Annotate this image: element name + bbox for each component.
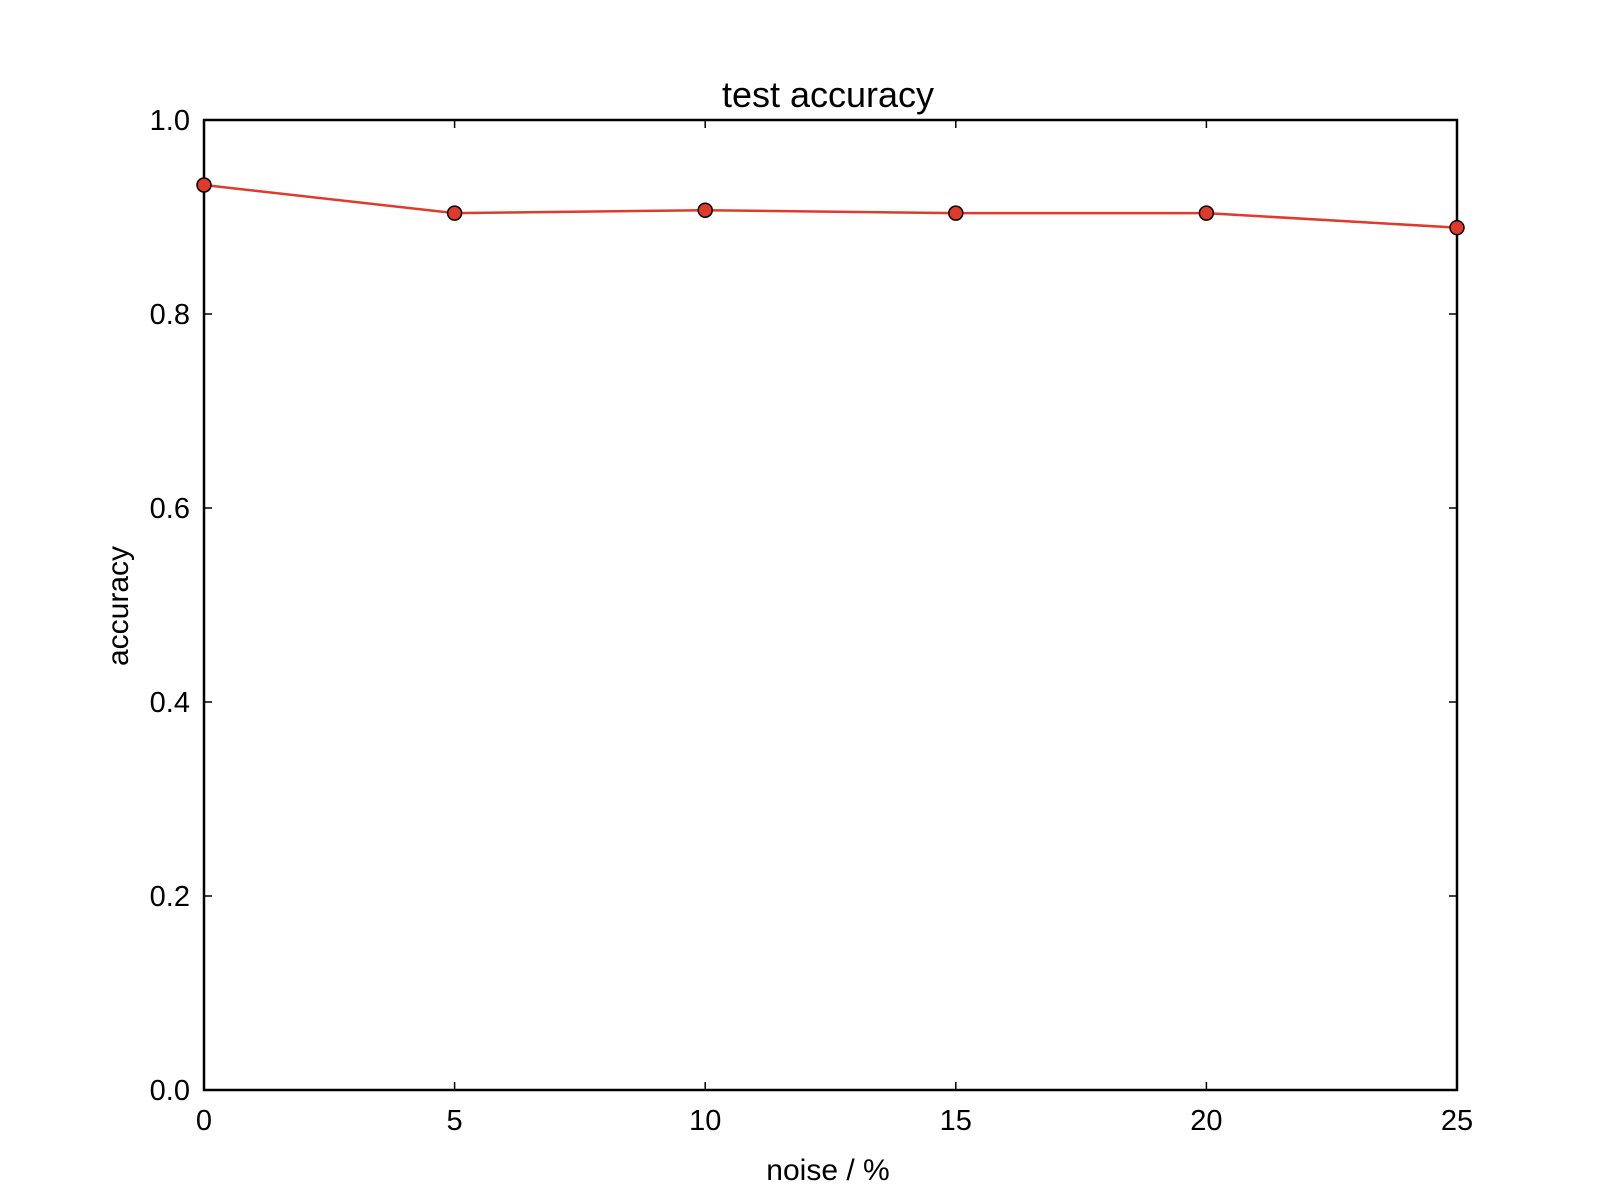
x-tick-label: 25 — [1441, 1105, 1473, 1137]
chart-title: test accuracy — [722, 74, 934, 115]
data-point — [697, 202, 713, 218]
y-tick-label: 0.2 — [150, 881, 190, 913]
data-series — [196, 177, 1465, 236]
y-tick-label: 0.6 — [150, 493, 190, 525]
data-point — [196, 177, 212, 193]
x-axis-label: noise / % — [766, 1154, 889, 1187]
y-tick-label: 0.8 — [150, 299, 190, 331]
data-point — [1198, 205, 1215, 221]
plot-frame — [202, 118, 1459, 1092]
series-line — [203, 183, 1458, 229]
data-point — [948, 205, 964, 221]
y-tick-label: 0.4 — [150, 687, 190, 719]
y-tick-label: 0.0 — [150, 1075, 190, 1107]
x-tick-label: 20 — [1190, 1105, 1222, 1137]
y-tick-label: 1.0 — [150, 105, 190, 137]
x-tick-label: 0 — [196, 1105, 212, 1137]
tick-labels: 0 5 10 15 20 25 0.0 0.2 0.4 0.6 0.8 1.0 — [150, 105, 1473, 1137]
x-tick-label: 5 — [447, 1105, 463, 1137]
plot-area — [202, 118, 1459, 1092]
x-tick-label: 10 — [689, 1105, 721, 1137]
x-tick-label: 15 — [940, 1105, 972, 1137]
data-point — [446, 205, 463, 221]
y-axis-label: accuracy — [102, 546, 135, 666]
data-point — [1449, 219, 1465, 236]
